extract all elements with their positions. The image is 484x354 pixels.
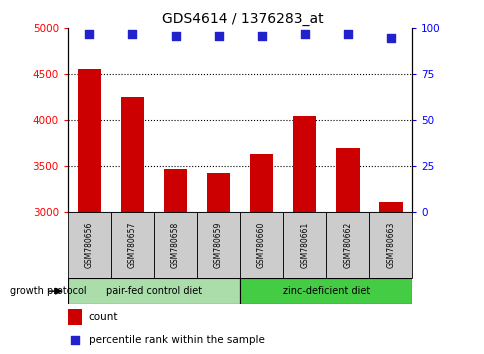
Text: GSM780660: GSM780660 <box>257 222 266 268</box>
Text: percentile rank within the sample: percentile rank within the sample <box>89 335 264 346</box>
Text: zinc-deficient diet: zinc-deficient diet <box>282 286 369 296</box>
Bar <box>121 97 144 212</box>
Bar <box>292 116 316 212</box>
Bar <box>77 69 101 212</box>
FancyBboxPatch shape <box>197 212 240 278</box>
Bar <box>378 202 402 212</box>
FancyBboxPatch shape <box>240 278 411 304</box>
Bar <box>68 309 81 325</box>
Text: GSM780656: GSM780656 <box>85 222 94 268</box>
Bar <box>206 173 230 212</box>
Point <box>85 31 93 37</box>
Text: GSM780662: GSM780662 <box>343 222 351 268</box>
FancyBboxPatch shape <box>240 212 283 278</box>
Text: GSM780658: GSM780658 <box>171 222 180 268</box>
Bar <box>249 154 273 212</box>
Bar <box>335 148 359 212</box>
Point <box>343 31 351 37</box>
Point <box>71 337 78 343</box>
Text: pair-fed control diet: pair-fed control diet <box>106 286 202 296</box>
Point <box>300 31 308 37</box>
FancyBboxPatch shape <box>368 212 411 278</box>
Point <box>171 33 179 39</box>
Text: GSM780657: GSM780657 <box>128 222 136 268</box>
FancyBboxPatch shape <box>68 278 240 304</box>
FancyBboxPatch shape <box>153 212 197 278</box>
Text: GSM780659: GSM780659 <box>213 222 223 268</box>
FancyBboxPatch shape <box>283 212 325 278</box>
Point <box>386 35 394 40</box>
Text: growth protocol: growth protocol <box>10 286 86 296</box>
Text: GSM780663: GSM780663 <box>385 222 394 268</box>
FancyBboxPatch shape <box>111 212 153 278</box>
Point <box>128 31 136 37</box>
Bar <box>163 169 187 212</box>
FancyBboxPatch shape <box>68 212 111 278</box>
Text: count: count <box>89 312 118 322</box>
FancyBboxPatch shape <box>325 212 368 278</box>
Point <box>257 33 265 39</box>
Point <box>214 33 222 39</box>
Text: GSM780661: GSM780661 <box>300 222 308 268</box>
Text: GDS4614 / 1376283_at: GDS4614 / 1376283_at <box>161 12 323 27</box>
